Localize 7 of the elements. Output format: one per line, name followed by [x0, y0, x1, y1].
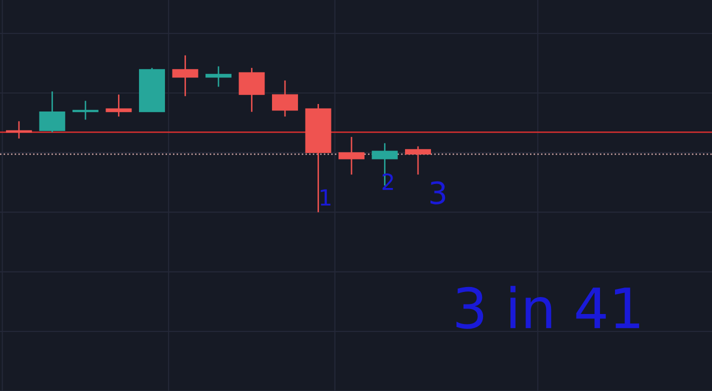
annotation: 2: [382, 173, 393, 190]
candlestick: [405, 146, 432, 176]
candlestick: [106, 94, 132, 118]
annotation: 3: [430, 181, 446, 204]
text: 3 in 41: [456, 286, 640, 329]
annotation: 1: [320, 189, 330, 206]
candlestick: [206, 66, 232, 88]
